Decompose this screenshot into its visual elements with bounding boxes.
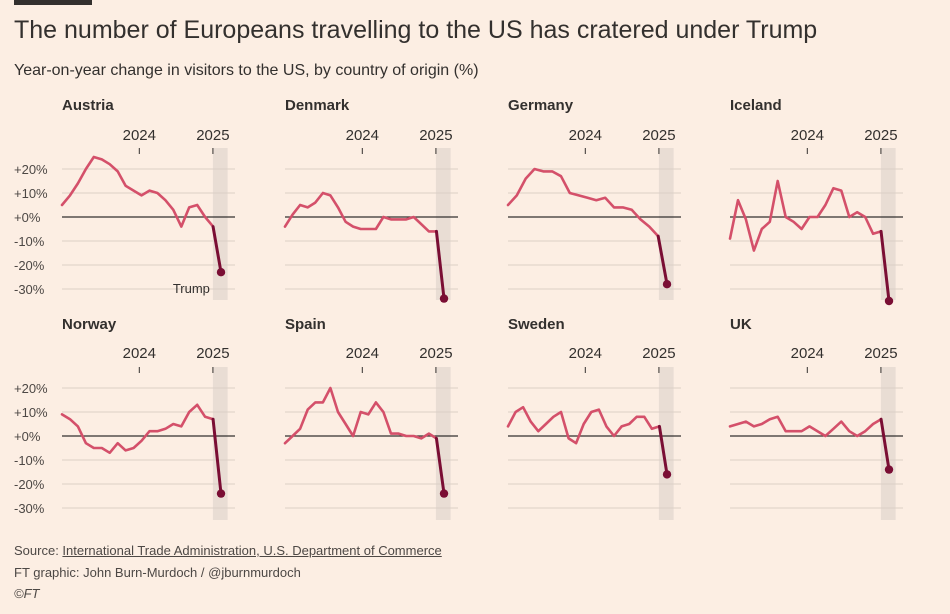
series-line-iceland bbox=[728, 179, 883, 252]
end-point-sweden bbox=[662, 470, 672, 479]
series-line-denmark bbox=[283, 191, 438, 233]
series-line-austria bbox=[60, 155, 215, 228]
highlight-band-norway bbox=[212, 367, 228, 520]
chart-title: The number of Europeans travelling to th… bbox=[14, 16, 818, 44]
year-label-2025: 2025 bbox=[864, 127, 897, 144]
highlight-band-spain bbox=[435, 367, 451, 520]
end-point-germany bbox=[662, 280, 672, 289]
year-label-2024: 2024 bbox=[569, 345, 602, 362]
y-tick-label: +10% bbox=[14, 405, 48, 420]
end-point-denmark bbox=[439, 294, 449, 303]
y-tick-label: -20% bbox=[14, 258, 45, 273]
trump-segment-austria bbox=[211, 225, 223, 274]
panel-label-norway: Norway bbox=[62, 316, 117, 333]
year-label-2025: 2025 bbox=[419, 345, 452, 362]
y-tick-label: -20% bbox=[14, 477, 45, 492]
panel-label-austria: Austria bbox=[62, 97, 114, 114]
end-point-iceland bbox=[884, 296, 894, 306]
year-label-2024: 2024 bbox=[346, 127, 379, 144]
end-point-norway bbox=[216, 489, 226, 498]
year-label-2025: 2025 bbox=[864, 345, 897, 362]
ft-top-bar bbox=[14, 0, 92, 5]
year-label-2024: 2024 bbox=[123, 345, 156, 362]
source-prefix: Source: bbox=[14, 543, 63, 558]
source-note: Source: International Trade Administrati… bbox=[14, 543, 442, 558]
trump-segment-sweden bbox=[657, 424, 669, 476]
y-tick-label: +20% bbox=[14, 162, 48, 177]
panel-label-uk: UK bbox=[730, 316, 752, 333]
end-point-spain bbox=[439, 489, 449, 498]
highlight-band-sweden bbox=[658, 367, 674, 520]
series-line-uk bbox=[728, 415, 883, 438]
y-tick-label: +20% bbox=[14, 381, 48, 396]
year-label-2025: 2025 bbox=[196, 345, 229, 362]
year-label-2025: 2025 bbox=[642, 127, 675, 144]
year-label-2024: 2024 bbox=[791, 127, 824, 144]
year-label-2025: 2025 bbox=[419, 127, 452, 144]
trump-segment-norway bbox=[211, 417, 223, 496]
year-label-2024: 2024 bbox=[791, 345, 824, 362]
source-link[interactable]: International Trade Administration, U.S.… bbox=[62, 543, 442, 558]
graphic-credit: FT graphic: John Burn-Murdoch / @jburnmu… bbox=[14, 565, 301, 580]
end-point-uk bbox=[884, 465, 894, 474]
ft-logo: ©FT bbox=[14, 586, 40, 601]
panel-label-germany: Germany bbox=[508, 97, 574, 114]
trump-segment-spain bbox=[434, 436, 446, 496]
series-line-norway bbox=[60, 403, 215, 455]
trump-segment-uk bbox=[879, 417, 891, 472]
panel-label-sweden: Sweden bbox=[508, 316, 565, 333]
highlight-band-denmark bbox=[435, 148, 451, 300]
year-label-2024: 2024 bbox=[569, 127, 602, 144]
panel-label-denmark: Denmark bbox=[285, 97, 350, 114]
series-line-sweden bbox=[506, 405, 661, 445]
series-line-spain bbox=[283, 386, 438, 445]
y-tick-label: +0% bbox=[14, 429, 41, 444]
y-tick-label: -30% bbox=[14, 282, 45, 297]
panel-label-iceland: Iceland bbox=[730, 97, 782, 114]
y-tick-label: -30% bbox=[14, 501, 45, 516]
year-label-2024: 2024 bbox=[123, 127, 156, 144]
y-tick-label: +10% bbox=[14, 186, 48, 201]
highlight-band-uk bbox=[880, 367, 896, 520]
year-label-2025: 2025 bbox=[196, 127, 229, 144]
year-label-2024: 2024 bbox=[346, 345, 379, 362]
trump-segment-denmark bbox=[434, 229, 446, 301]
highlight-band-iceland bbox=[880, 148, 896, 300]
panel-label-spain: Spain bbox=[285, 316, 326, 333]
y-tick-label: -10% bbox=[14, 453, 45, 468]
trump-segment-germany bbox=[656, 234, 669, 286]
highlight-band-austria bbox=[212, 148, 228, 300]
year-label-2025: 2025 bbox=[642, 345, 675, 362]
end-point-austria bbox=[216, 268, 226, 277]
y-tick-label: +0% bbox=[14, 210, 41, 225]
series-line-germany bbox=[506, 167, 660, 238]
y-tick-label: -10% bbox=[14, 234, 45, 249]
chart-subtitle: Year-on-year change in visitors to the U… bbox=[14, 62, 479, 79]
trump-annotation: Trump bbox=[173, 281, 210, 296]
trump-segment-iceland bbox=[879, 229, 891, 303]
